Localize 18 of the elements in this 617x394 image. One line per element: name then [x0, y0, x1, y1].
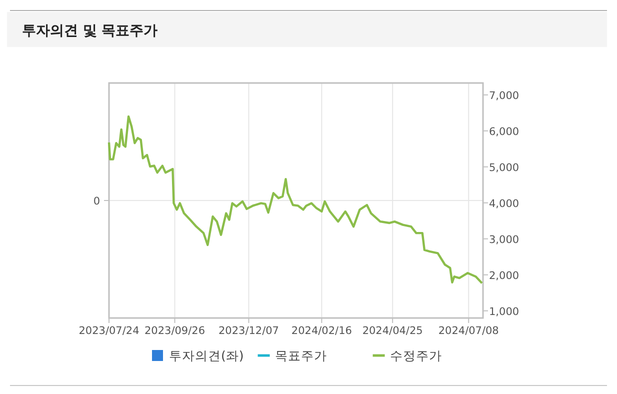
x-tick-label: 2023/12/07 — [218, 325, 279, 337]
legend-label: 수정주가 — [390, 348, 442, 363]
y2-tick-label: 3,000 — [489, 234, 520, 246]
x-tick-label: 2024/04/25 — [362, 325, 423, 337]
x-tick-label: 2023/07/24 — [78, 325, 140, 337]
x-tick-label: 2024/02/16 — [291, 325, 352, 337]
text: 0 — [93, 196, 100, 208]
chart-title: 투자의견 및 목표주가 — [22, 23, 158, 39]
legend-label: 투자의견(좌) — [169, 348, 244, 363]
y2-tick-label: 4,000 — [489, 198, 520, 210]
y2-tick-label: 7,000 — [489, 90, 520, 102]
legend-label: 목표주가 — [274, 348, 327, 363]
x-tick-label: 2024/07/08 — [438, 325, 499, 337]
y2-tick-label: 6,000 — [489, 126, 520, 138]
y2-tick-label: 1,000 — [489, 306, 520, 318]
y2-tick-label: 5,000 — [489, 162, 520, 174]
y2-tick-label: 2,000 — [489, 270, 520, 282]
x-tick-label: 2023/09/26 — [144, 325, 206, 337]
